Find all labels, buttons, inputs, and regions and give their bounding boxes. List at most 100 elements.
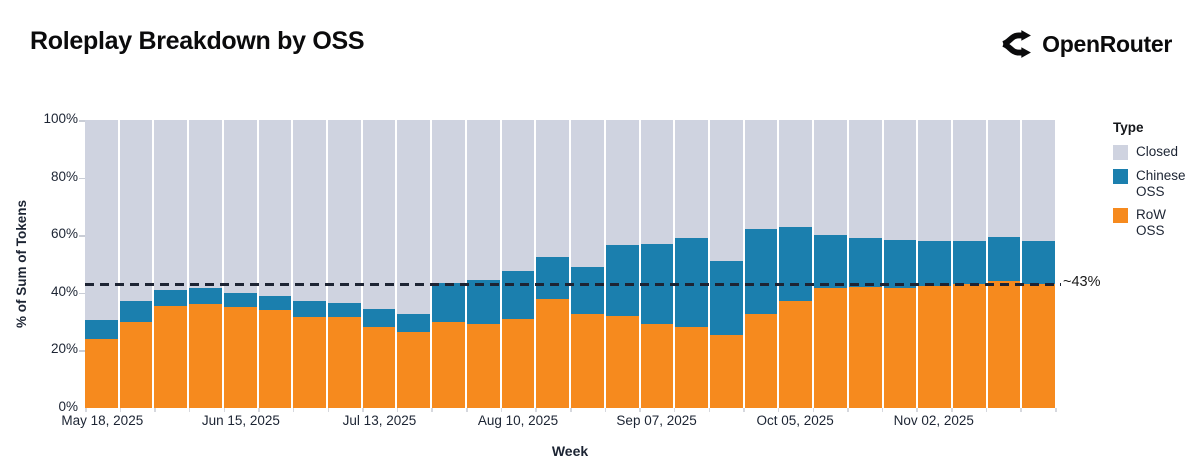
bar (814, 120, 847, 408)
bar-segment-chinese-oss (814, 235, 847, 289)
bar (779, 120, 813, 408)
bar-segment-row-oss (987, 281, 1021, 408)
bar-segment-closed (952, 120, 986, 241)
threshold-dashed-line (85, 282, 1061, 286)
bar (189, 120, 222, 408)
bar-segment-closed (987, 120, 1021, 237)
gridline-stub (79, 235, 85, 237)
x-minor-tick (847, 408, 849, 412)
bar (119, 120, 153, 408)
x-minor-tick (881, 408, 884, 412)
bar-segment-chinese-oss (918, 240, 951, 286)
x-minor-tick (258, 408, 260, 412)
bar-segment-chinese-oss (189, 288, 222, 305)
bar-segment-row-oss (779, 301, 813, 408)
bar-segment-chinese-oss (709, 261, 743, 335)
bar (362, 120, 396, 408)
x-minor-tick (223, 408, 226, 412)
bar (154, 120, 188, 408)
x-tick-label: Nov 02, 2025 (893, 413, 974, 428)
legend-entry-label: Closed (1136, 144, 1179, 159)
legend-swatch-chinese-oss (1113, 169, 1128, 184)
bar-segment-chinese-oss (848, 238, 882, 288)
bar-segment-closed (744, 120, 778, 230)
bar-segment-closed (1022, 120, 1056, 241)
bar-segment-closed (432, 120, 465, 283)
bar (709, 120, 743, 408)
x-tick-label: Aug 10, 2025 (477, 413, 559, 428)
bar-segment-row-oss (675, 327, 708, 408)
bar-segment-row-oss (640, 324, 674, 408)
bar-segment-chinese-oss (362, 308, 396, 328)
legend-entry-row-oss: RoW OSS (1113, 207, 1193, 238)
bar-segment-closed (223, 120, 257, 293)
x-minor-tick (327, 408, 329, 412)
x-minor-tick (777, 408, 780, 412)
bar-segment-closed (189, 120, 222, 289)
x-minor-tick (1055, 408, 1057, 412)
y-tick-label: 100% (43, 111, 78, 126)
bar-segment-chinese-oss (571, 266, 604, 315)
y-tick-label: 80% (50, 168, 78, 184)
bar-segment-row-oss (709, 334, 743, 408)
bar (848, 120, 882, 408)
bar-segment-closed (328, 120, 361, 303)
openrouter-logo: OpenRouter (1000, 28, 1172, 60)
bar (293, 120, 327, 408)
bar-segment-closed (501, 120, 535, 272)
bar-segment-chinese-oss (397, 314, 431, 332)
bar (675, 120, 708, 408)
y-axis-title: % of Sum of Tokens (14, 200, 29, 329)
bar (85, 120, 118, 408)
bar-segment-chinese-oss (466, 279, 500, 325)
bar-segment-closed (779, 120, 813, 227)
bar-segment-row-oss (397, 331, 431, 408)
legend-title: Type (1113, 120, 1144, 135)
bar-segment-row-oss (189, 304, 222, 408)
x-tick-label: Jul 13, 2025 (342, 413, 417, 428)
x-minor-tick (396, 408, 399, 412)
bar-segment-chinese-oss (432, 282, 465, 322)
bar (223, 120, 257, 408)
bar-segment-chinese-oss (605, 245, 639, 316)
x-axis-title: Week (551, 443, 589, 459)
bar-segment-chinese-oss (293, 301, 327, 318)
x-minor-tick (812, 408, 814, 412)
bar-segment-closed (85, 120, 118, 321)
gridline-stub (79, 120, 85, 122)
x-tick-label: Jun 15, 2025 (201, 413, 280, 428)
x-minor-tick (673, 408, 676, 412)
x-minor-tick (985, 408, 988, 412)
bar-segment-row-oss (918, 285, 951, 408)
y-tick-label: 20% (50, 341, 78, 357)
x-minor-tick (154, 408, 156, 412)
x-minor-tick (431, 408, 433, 412)
bar-segment-row-oss (362, 327, 396, 408)
x-minor-tick (708, 408, 711, 412)
x-minor-tick (500, 408, 503, 412)
bar-segment-closed (883, 120, 917, 240)
bar (640, 120, 674, 408)
bar-segment-row-oss (814, 288, 847, 408)
legend-entry-label: Chinese OSS (1136, 168, 1186, 199)
x-minor-tick (466, 408, 468, 412)
page-title: Roleplay Breakdown by OSS (30, 27, 365, 55)
bar-segment-row-oss (432, 321, 465, 408)
x-minor-tick (85, 408, 87, 412)
x-minor-tick (535, 408, 537, 412)
bar (258, 120, 292, 408)
openrouter-icon (1002, 30, 1032, 58)
bar-segment-chinese-oss (85, 320, 118, 339)
x-minor-tick (639, 408, 641, 412)
x-minor-tick (570, 408, 572, 412)
bar (883, 120, 917, 408)
bar-segment-chinese-oss (883, 239, 917, 289)
plot-area (85, 120, 1056, 408)
x-minor-tick (362, 408, 364, 412)
bar-segment-row-oss (744, 314, 778, 408)
x-tick-label: May 18, 2025 (61, 413, 144, 428)
bar-segment-row-oss (501, 318, 535, 408)
bar-segment-chinese-oss (223, 292, 257, 308)
bar-segment-closed (119, 120, 153, 302)
